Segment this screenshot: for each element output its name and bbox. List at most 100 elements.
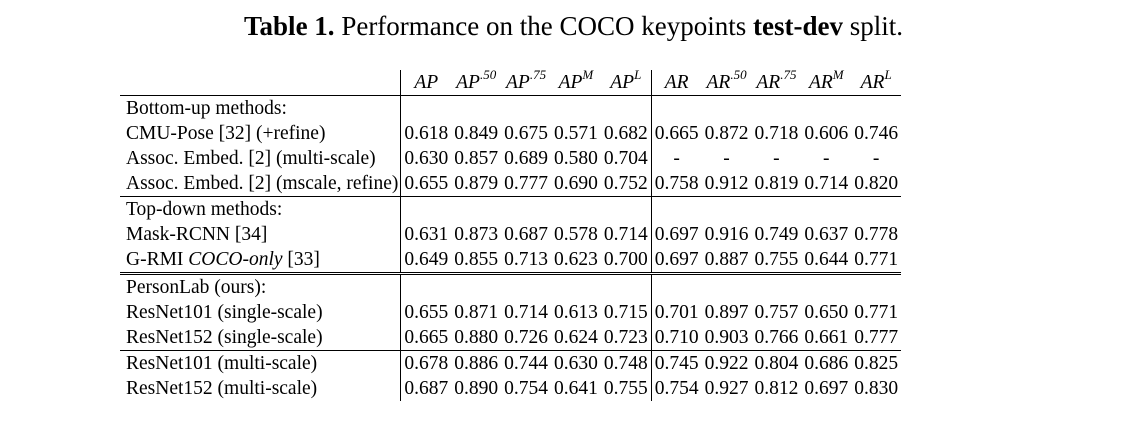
metric-value: 0.713 [504,249,548,270]
results-table: AP AP.50 AP.75 APM APL AR AR.50 AR.75 AR… [120,67,902,401]
method-name-prefix: G-RMI [126,249,189,270]
metric-value: 0.766 [754,327,799,348]
empty-cell [501,196,551,222]
metric-value: 0.777 [854,327,899,348]
section-header-row: Top-down methods: [120,196,902,222]
table-row: ResNet152 (single-scale) 0.665 0.880 0.726 0… [120,325,901,351]
method-name: ResNet152 (multi-scale) [126,378,318,399]
metric-value: 0.571 [553,123,598,144]
metric-value: 0.661 [804,327,849,348]
empty-cell [650,196,702,222]
table-row: Assoc. Embed. [2] (mscale, refine) 0.655 0… [120,171,901,197]
metric-value: 0.855 [454,249,499,270]
metric-value: 0.655 [400,171,452,197]
metric-value: 0.748 [600,350,652,376]
metric-value: 0.887 [704,249,749,270]
metric-value: 0.704 [603,148,648,169]
empty-cell [751,95,802,121]
metric-value: 0.697 [650,247,702,274]
table-caption: Table 1. Performance on the COCO keypoin… [0,8,1147,44]
metric-value: 0.655 [400,300,452,325]
metric-value: 0.630 [400,146,452,171]
metric-value: 0.701 [650,300,702,325]
metric-value: 0.710 [650,325,702,351]
metric-value: 0.825 [851,350,902,376]
metric-value: 0.665 [400,325,452,351]
method-name: Assoc. Embed. [2] (multi-scale) [126,148,376,169]
method-name: G-RMI COCO-only [33] [120,247,401,274]
empty-cell [801,196,852,222]
metric-value: 0.819 [754,173,799,194]
metric-value: 0.777 [504,173,548,194]
method-name-suffix: [33] [282,249,320,270]
metric-value: 0.804 [751,350,802,376]
metric-value: 0.618 [400,121,452,146]
metric-value: 0.631 [400,222,452,247]
metric-value: - [823,148,830,169]
empty-cell [501,95,551,121]
empty-cell [650,272,702,300]
table-row: ResNet152 (multi-scale) 0.687 0.890 0.754 0.… [120,376,901,401]
empty-cell [801,95,852,121]
metric-value: 0.752 [603,173,648,194]
metric-value: 0.675 [504,123,548,144]
section-title: Top-down methods: [120,196,401,222]
empty-cell [801,272,852,300]
metric-value: 0.897 [704,302,749,323]
header-row: AP AP.50 AP.75 APM APL AR AR.50 AR.75 AR… [120,67,901,96]
metric-value: 0.849 [454,123,499,144]
header-arm: ARM [808,67,844,94]
metric-value: 0.687 [400,376,452,401]
empty-cell [751,196,802,222]
metric-value: 0.624 [553,327,598,348]
metric-value: 0.744 [501,350,551,376]
metric-value: - [773,148,780,169]
header-apl: APL [610,67,642,94]
metric-value: 0.749 [754,224,799,245]
metric-value: 0.771 [854,249,899,270]
empty-cell [451,272,502,300]
table-row: G-RMI COCO-only [33] 0.649 0.855 0.713 0.623… [120,247,901,274]
table-row: Mask-RCNN [34] 0.631 0.873 0.687 0.578 0.714 0… [120,222,901,247]
empty-cell [701,95,752,121]
caption-text-after: split. [849,11,903,41]
metric-value: 0.689 [504,148,548,169]
empty-cell [600,196,652,222]
header-ar: AR [650,70,702,96]
empty-cell [701,272,752,300]
metric-value: 0.746 [854,123,899,144]
metric-value: 0.697 [804,378,849,399]
method-name: Mask-RCNN [34] [126,224,268,245]
metric-value: 0.606 [804,123,849,144]
metric-value: 0.644 [804,249,849,270]
empty-cell [650,95,702,121]
table-row: CMU-Pose [32] (+refine) 0.618 0.849 0.675 0.… [120,121,901,146]
metric-value: 0.623 [553,249,598,270]
table-row: ResNet101 (single-scale) 0.655 0.871 0.714 0… [120,300,901,325]
empty-cell [400,272,452,300]
empty-cell [600,95,652,121]
metric-value: 0.745 [650,350,702,376]
metric-value: 0.871 [454,302,499,323]
empty-cell [851,95,902,121]
metric-value: 0.650 [804,302,849,323]
metric-value: 0.922 [701,350,752,376]
metric-value: 0.714 [603,224,648,245]
metric-value: 0.723 [603,327,648,348]
header-ap: AP [400,70,452,96]
metric-value: 0.872 [704,123,749,144]
metric-value: 0.580 [553,148,598,169]
empty-cell [851,272,902,300]
empty-cell [550,196,601,222]
metric-value: 0.718 [754,123,799,144]
empty-cell [851,196,902,222]
metric-value: - [650,146,702,171]
metric-value: 0.578 [553,224,598,245]
empty-cell [600,272,652,300]
metric-value: 0.714 [804,173,849,194]
metric-value: - [872,148,880,169]
metric-value: 0.912 [704,173,749,194]
empty-cell [451,196,502,222]
metric-value: 0.857 [454,148,499,169]
section-title: PersonLab (ours): [120,272,401,300]
